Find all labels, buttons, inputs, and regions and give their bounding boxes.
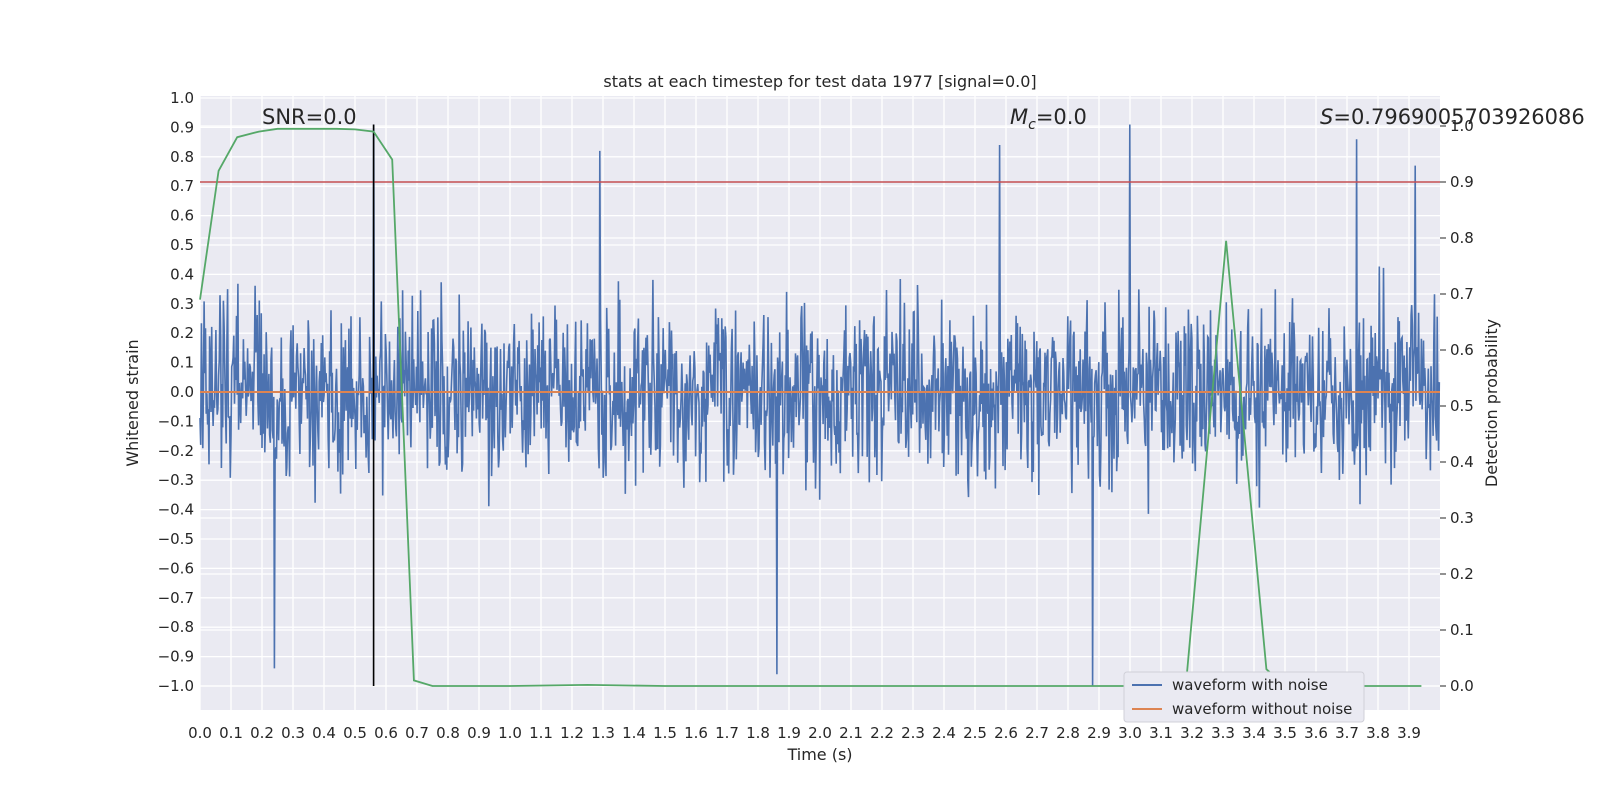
series-waveform-with-noise [199, 124, 1441, 687]
y-tick-label: −0.3 [158, 471, 194, 489]
y-tick-label: −0.6 [158, 559, 194, 577]
y-right-tick-label: 0.6 [1450, 341, 1474, 359]
y-tick-label: −0.1 [158, 412, 194, 430]
x-tick-label: 3.9 [1397, 724, 1421, 742]
x-tick-label: 0.9 [467, 724, 491, 742]
y-tick-label: −0.4 [158, 501, 194, 519]
x-tick-label: 3.3 [1211, 724, 1235, 742]
y-tick-label: 0.5 [170, 236, 194, 254]
x-tick-label: 0.3 [281, 724, 305, 742]
x-tick-label: 0.7 [405, 724, 429, 742]
x-tick-label: 2.0 [808, 724, 832, 742]
x-tick-label: 2.5 [963, 724, 987, 742]
x-tick-label: 2.6 [994, 724, 1018, 742]
x-tick-label: 1.3 [591, 724, 615, 742]
x-tick-label: 1.4 [622, 724, 646, 742]
x-tick-label: 3.0 [1118, 724, 1142, 742]
x-tick-label: 3.1 [1149, 724, 1173, 742]
x-tick-label: 0.6 [374, 724, 398, 742]
y-tick-label: −0.5 [158, 530, 194, 548]
legend-label-noise: waveform with noise [1172, 676, 1328, 694]
x-tick-label: 3.8 [1366, 724, 1390, 742]
y-right-tick-label: 1.0 [1450, 117, 1474, 135]
y-right-tick-labels: 1.0 0.9 0.8 0.7 0.6 0.5 0.4 0.3 0.2 0.1 0.0 [1440, 117, 1474, 695]
y-right-axis-label: Detection probability [1482, 319, 1501, 487]
mc-annotation: Mc=0.0 [1010, 105, 1087, 133]
snr-annotation: SNR=0.0 [262, 105, 357, 129]
y-tick-label: 0.9 [170, 118, 194, 136]
x-tick-label: 3.5 [1273, 724, 1297, 742]
x-tick-label: 1.6 [684, 724, 708, 742]
y-right-tick-label: 0.9 [1450, 173, 1474, 191]
y-right-tick-label: 0.1 [1450, 621, 1474, 639]
x-tick-label: 2.8 [1056, 724, 1080, 742]
y-tick-label: −0.9 [158, 648, 194, 666]
x-tick-label: 2.3 [901, 724, 925, 742]
y-right-tick-label: 0.2 [1450, 565, 1474, 583]
y-tick-label: 1.0 [170, 89, 194, 107]
y-tick-label: −0.7 [158, 589, 194, 607]
y-tick-label: −0.2 [158, 442, 194, 460]
y-right-tick-label: 0.7 [1450, 285, 1474, 303]
y-tick-label: 0.4 [170, 265, 194, 283]
legend-box [1123, 671, 1365, 723]
x-tick-label: 3.7 [1335, 724, 1359, 742]
x-tick-label: 0.4 [312, 724, 336, 742]
x-tick-label: 2.1 [839, 724, 863, 742]
mc-symbol: M [1010, 105, 1028, 129]
y-right-tick-label: 0.3 [1450, 509, 1474, 527]
y-tick-labels: 1.0 0.9 0.8 0.7 0.6 0.5 0.4 0.3 0.2 0.1 0.0 −0.1 −0.… [158, 89, 194, 695]
y-tick-label: −0.8 [158, 618, 194, 636]
legend-label-clean: waveform without noise [1172, 700, 1352, 718]
x-tick-label: 1.1 [529, 724, 553, 742]
s-annotation: S=0.7969005703926086 [1320, 105, 1585, 129]
y-right-tick-label: 0.5 [1450, 397, 1474, 415]
y-right-tick-label: 0.4 [1450, 453, 1474, 471]
mc-subscript: c [1028, 117, 1036, 133]
x-axis-label: Time (s) [786, 745, 852, 764]
x-tick-label: 3.4 [1242, 724, 1266, 742]
y-tick-label: 0.2 [170, 324, 194, 342]
y-tick-label: 0.3 [170, 295, 194, 313]
x-tick-labels: 0.0 0.1 0.2 0.3 0.4 0.5 0.6 0.7 0.8 0.9 1.0 1.1 1.2 1… [188, 724, 1421, 742]
y-tick-label: 0.6 [170, 207, 194, 225]
y-tick-label: −1.0 [158, 677, 194, 695]
x-tick-label: 2.7 [1025, 724, 1049, 742]
x-tick-label: 3.6 [1304, 724, 1328, 742]
x-tick-label: 0.2 [250, 724, 274, 742]
noise-waveform-layer [199, 124, 1441, 687]
x-tick-label: 2.4 [932, 724, 956, 742]
s-value: =0.7969005703926086 [1333, 105, 1584, 129]
x-tick-label: 1.0 [498, 724, 522, 742]
x-tick-label: 0.5 [343, 724, 367, 742]
x-tick-label: 1.5 [653, 724, 677, 742]
y-tick-label: 0.1 [170, 354, 194, 372]
y-right-tick-label: 0.8 [1450, 229, 1474, 247]
x-tick-label: 3.2 [1180, 724, 1204, 742]
y-tick-label: 0.7 [170, 177, 194, 195]
x-tick-label: 1.2 [560, 724, 584, 742]
x-tick-label: 2.9 [1087, 724, 1111, 742]
legend: waveform with noise waveform without noi… [1123, 671, 1365, 723]
x-tick-label: 1.8 [746, 724, 770, 742]
x-tick-label: 1.7 [715, 724, 739, 742]
y-tick-label: 0.0 [170, 383, 194, 401]
y-right-tick-label: 0.0 [1450, 677, 1474, 695]
s-symbol: S [1320, 105, 1333, 129]
x-tick-label: 2.2 [870, 724, 894, 742]
x-tick-label: 0.1 [219, 724, 243, 742]
y-tick-label: 0.8 [170, 148, 194, 166]
y-axis-label: Whitened strain [123, 339, 142, 466]
chart-title: stats at each timestep for test data 197… [603, 72, 1036, 91]
x-tick-label: 0.8 [436, 724, 460, 742]
x-tick-label: 0.0 [188, 724, 212, 742]
mc-value: =0.0 [1036, 105, 1087, 129]
x-tick-label: 1.9 [777, 724, 801, 742]
